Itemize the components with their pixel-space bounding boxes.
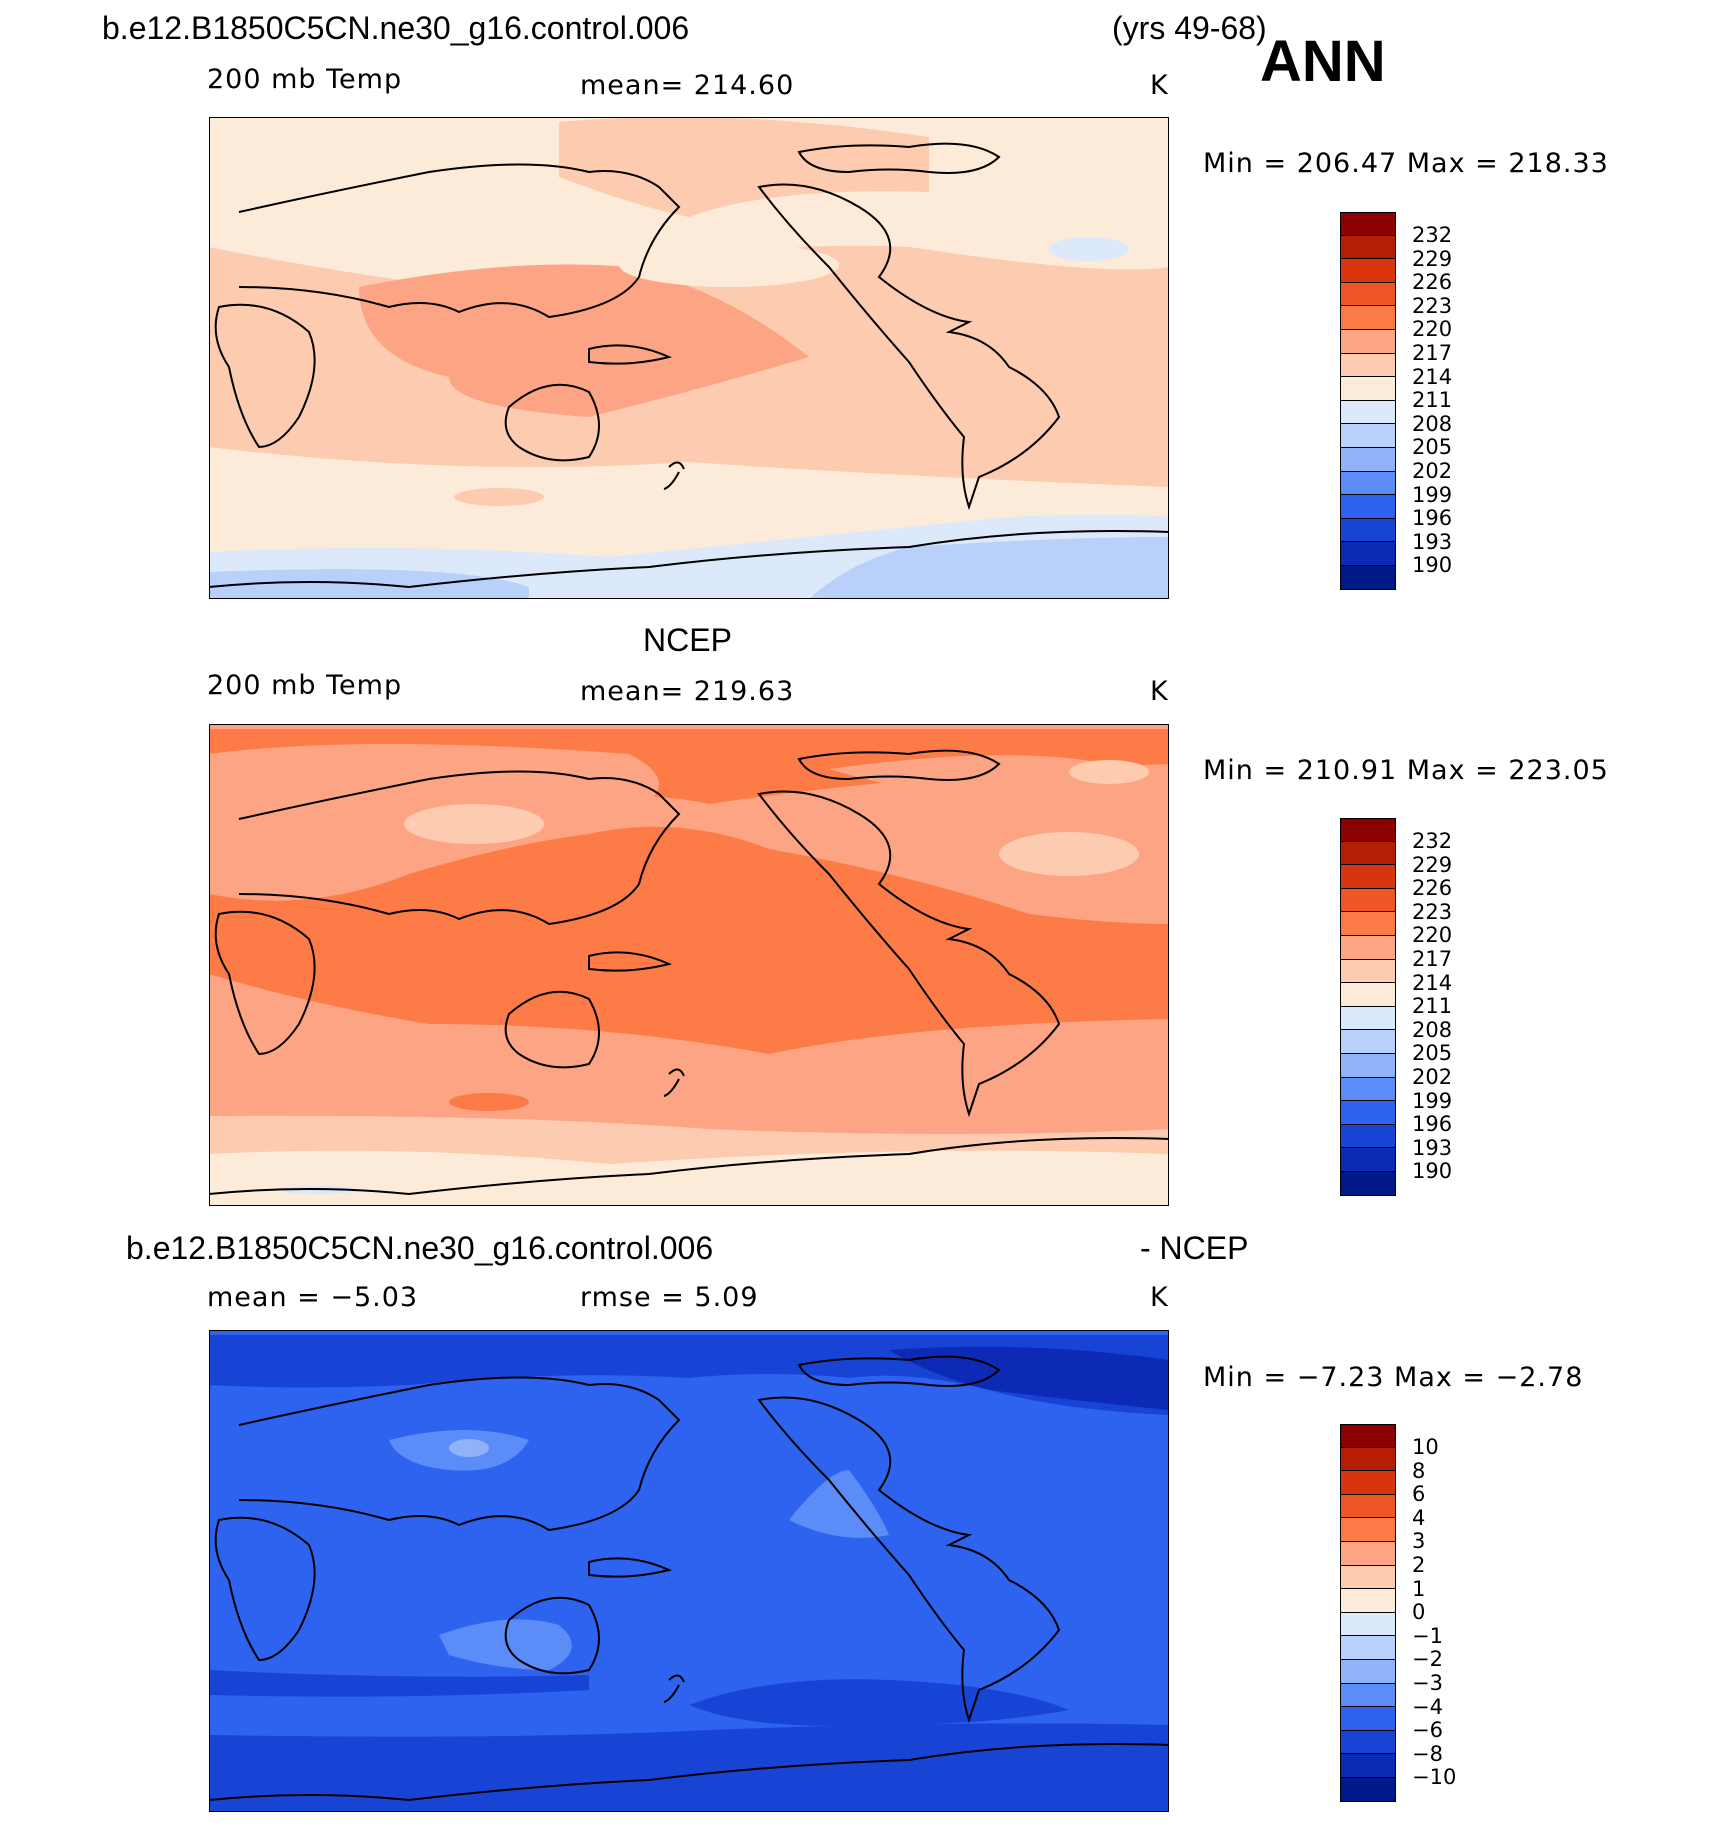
years-label: (yrs 49-68) [1112,10,1267,46]
cb3-label: −3 [1412,1671,1443,1695]
cb3-label: 8 [1412,1459,1426,1483]
panel2-variable: 200 mb Temp [207,670,403,701]
cb2-label: 202 [1412,1065,1453,1089]
cb1-label: 202 [1412,459,1453,483]
cb2-label: 208 [1412,1018,1453,1042]
cb3-label: 10 [1412,1435,1439,1459]
cb3-label: −4 [1412,1695,1443,1719]
panel3-mean: mean = −5.03 [207,1282,419,1313]
cb2-label: 214 [1412,971,1453,995]
cb2-label: 190 [1412,1159,1453,1183]
cb1-label: 199 [1412,483,1453,507]
panel2-title: NCEP [643,622,732,658]
cb3-label: −2 [1412,1647,1443,1671]
colorbar-difference [1340,1424,1396,1802]
cb1-label: 193 [1412,530,1453,554]
cb2-label: 205 [1412,1041,1453,1065]
panel1-variable: 200 mb Temp [207,64,403,95]
map-panel-ncep [209,724,1169,1206]
panel3-units: K [1150,1282,1169,1313]
panel3-title-suffix: - NCEP [1140,1230,1249,1266]
map-panel-model [209,117,1169,599]
cb2-label: 229 [1412,853,1453,877]
cb3-label: −8 [1412,1742,1443,1766]
cb3-label: 2 [1412,1553,1426,1577]
cb1-label: 190 [1412,553,1453,577]
cb1-label: 211 [1412,388,1453,412]
panel3-rmse: rmse = 5.09 [580,1282,759,1313]
cb1-label: 205 [1412,435,1453,459]
panel3-minmax: Min = −7.23 Max = −2.78 [1203,1362,1584,1393]
panel2-mean: mean= 219.63 [580,676,795,707]
cb1-label: 226 [1412,270,1453,294]
cb2-label: 211 [1412,994,1453,1018]
map-panel-difference [209,1330,1169,1812]
cb3-label: −6 [1412,1718,1443,1742]
cb3-label: −10 [1412,1765,1457,1789]
colorbar-model [1340,212,1396,590]
cb3-label: 4 [1412,1506,1426,1530]
cb1-label: 232 [1412,223,1453,247]
panel1-units: K [1150,70,1169,101]
season-label: ANN [1260,29,1386,94]
cb1-label: 214 [1412,365,1453,389]
cb1-label: 217 [1412,341,1453,365]
cb1-label: 223 [1412,294,1453,318]
cb2-label: 196 [1412,1112,1453,1136]
cb1-label: 220 [1412,317,1453,341]
cb3-label: 0 [1412,1600,1426,1624]
cb2-label: 193 [1412,1136,1453,1160]
cb2-label: 220 [1412,923,1453,947]
cb2-label: 232 [1412,829,1453,853]
cb1-label: 196 [1412,506,1453,530]
panel3-title: b.e12.B1850C5CN.ne30_g16.control.006 [126,1230,714,1266]
case-title: b.e12.B1850C5CN.ne30_g16.control.006 [102,10,690,46]
cb3-label: 3 [1412,1529,1426,1553]
cb2-label: 223 [1412,900,1453,924]
cb2-label: 226 [1412,876,1453,900]
colorbar-ncep [1340,818,1396,1196]
cb1-label: 229 [1412,247,1453,271]
cb1-label: 208 [1412,412,1453,436]
panel2-minmax: Min = 210.91 Max = 223.05 [1203,755,1609,786]
panel1-minmax: Min = 206.47 Max = 218.33 [1203,148,1609,179]
panel2-units: K [1150,676,1169,707]
cb2-label: 217 [1412,947,1453,971]
cb3-label: 1 [1412,1577,1426,1601]
cb3-label: −1 [1412,1624,1443,1648]
cb2-label: 199 [1412,1089,1453,1113]
cb3-label: 6 [1412,1482,1426,1506]
panel1-mean: mean= 214.60 [580,70,795,101]
